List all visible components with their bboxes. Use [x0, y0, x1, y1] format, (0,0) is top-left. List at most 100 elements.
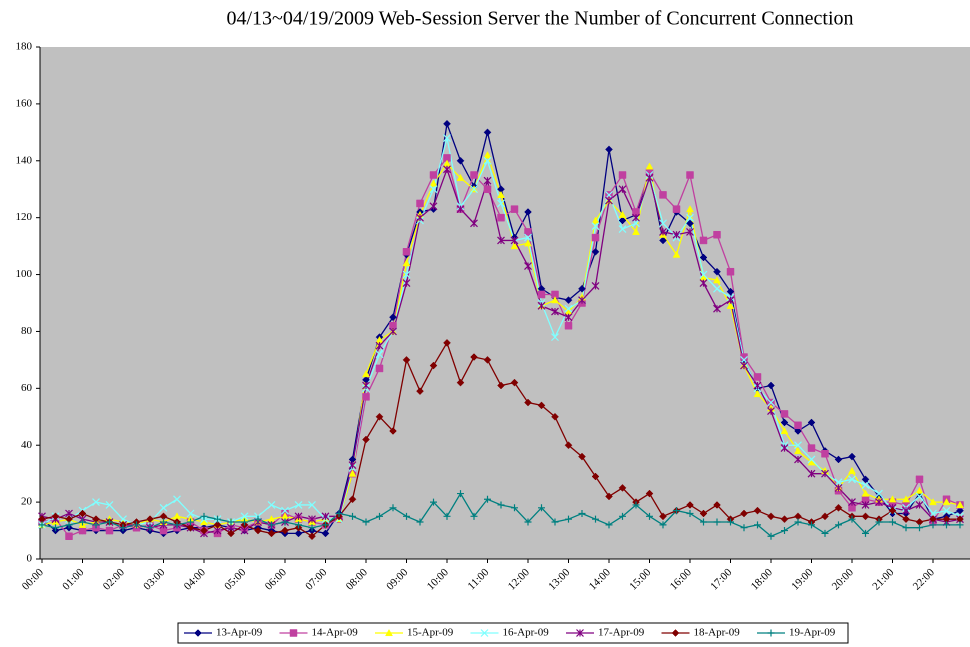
data-point: [524, 518, 532, 526]
legend-label: 16-Apr-09: [503, 627, 550, 639]
data-point: [443, 338, 451, 347]
data-point: [686, 509, 694, 517]
data-point: [65, 532, 73, 540]
y-tick-label: 160: [16, 97, 33, 109]
data-point: [443, 154, 451, 162]
data-point: [659, 512, 667, 521]
data-point: [267, 529, 276, 538]
data-point: [807, 455, 816, 464]
legend-label: 15-Apr-09: [407, 627, 454, 639]
data-point: [349, 512, 356, 520]
data-point: [537, 301, 546, 310]
data-point: [754, 521, 761, 529]
data-point: [605, 190, 613, 199]
data-point: [416, 518, 424, 526]
data-point: [416, 199, 424, 208]
data-point: [659, 521, 667, 529]
data-point: [929, 509, 937, 518]
x-tick-label: 01:00: [60, 566, 87, 593]
data-point: [483, 185, 492, 193]
data-point: [794, 455, 802, 464]
data-point: [294, 529, 303, 538]
data-point: [902, 495, 910, 503]
data-point: [835, 521, 842, 529]
data-point: [564, 441, 573, 450]
data-point: [753, 381, 762, 390]
data-point: [861, 512, 870, 521]
x-tick-label: 10:00: [425, 566, 452, 593]
data-point: [645, 489, 654, 498]
data-point: [308, 515, 316, 524]
data-point: [862, 529, 869, 537]
data-point: [416, 387, 424, 396]
data-point: [888, 495, 897, 503]
data-point: [362, 370, 370, 378]
x-tick-label: 21:00: [870, 566, 897, 593]
data-point: [875, 498, 883, 507]
data-point: [510, 242, 519, 250]
data-point: [119, 524, 127, 532]
data-point: [592, 515, 599, 523]
data-point: [524, 233, 532, 242]
data-point: [861, 481, 870, 489]
data-point: [375, 350, 384, 359]
data-point: [267, 501, 276, 509]
data-point: [375, 364, 384, 373]
legend-label: 18-Apr-09: [694, 627, 741, 639]
data-point: [159, 526, 168, 535]
y-tick-label: 60: [21, 382, 33, 394]
data-point: [295, 521, 302, 529]
data-point: [902, 506, 910, 515]
data-point: [605, 145, 613, 154]
legend-marker: [671, 629, 680, 637]
data-point: [146, 524, 154, 532]
x-tick-label: 03:00: [141, 566, 168, 593]
data-point: [551, 412, 559, 421]
data-point: [578, 509, 586, 517]
data-point: [618, 216, 627, 225]
data-point: [79, 518, 86, 526]
data-point: [578, 452, 586, 461]
data-point: [686, 501, 694, 509]
data-point: [497, 213, 505, 222]
data-point: [726, 296, 735, 305]
data-point: [808, 521, 815, 529]
legend-marker: [576, 629, 584, 637]
data-point: [564, 304, 573, 313]
data-point: [942, 506, 951, 515]
data-point: [564, 322, 573, 330]
data-point: [456, 205, 465, 214]
data-point: [618, 225, 627, 233]
x-tick-label: 19:00: [789, 566, 816, 593]
data-point: [794, 421, 802, 430]
data-point: [848, 515, 856, 523]
data-point: [524, 239, 532, 247]
data-point: [429, 185, 438, 194]
data-point: [861, 501, 870, 509]
data-point: [699, 509, 708, 518]
data-point: [402, 279, 411, 288]
legend-label: 17-Apr-09: [598, 627, 645, 639]
data-point: [659, 219, 667, 228]
y-tick-label: 0: [27, 553, 33, 565]
data-point: [605, 492, 613, 501]
data-point: [281, 506, 289, 515]
data-point: [470, 353, 478, 361]
y-tick-label: 40: [21, 439, 33, 451]
data-point: [105, 501, 114, 509]
data-point: [618, 185, 627, 194]
data-point: [686, 213, 694, 222]
data-point: [889, 518, 896, 526]
data-point: [119, 515, 127, 524]
data-point: [902, 524, 910, 532]
data-point: [726, 301, 735, 309]
data-point: [321, 512, 330, 521]
data-point: [186, 523, 195, 532]
data-point: [511, 504, 518, 512]
data-point: [753, 506, 762, 515]
data-point: [781, 527, 788, 535]
data-point: [497, 236, 505, 245]
x-tick-label: 12:00: [506, 566, 533, 593]
data-point: [632, 219, 640, 228]
